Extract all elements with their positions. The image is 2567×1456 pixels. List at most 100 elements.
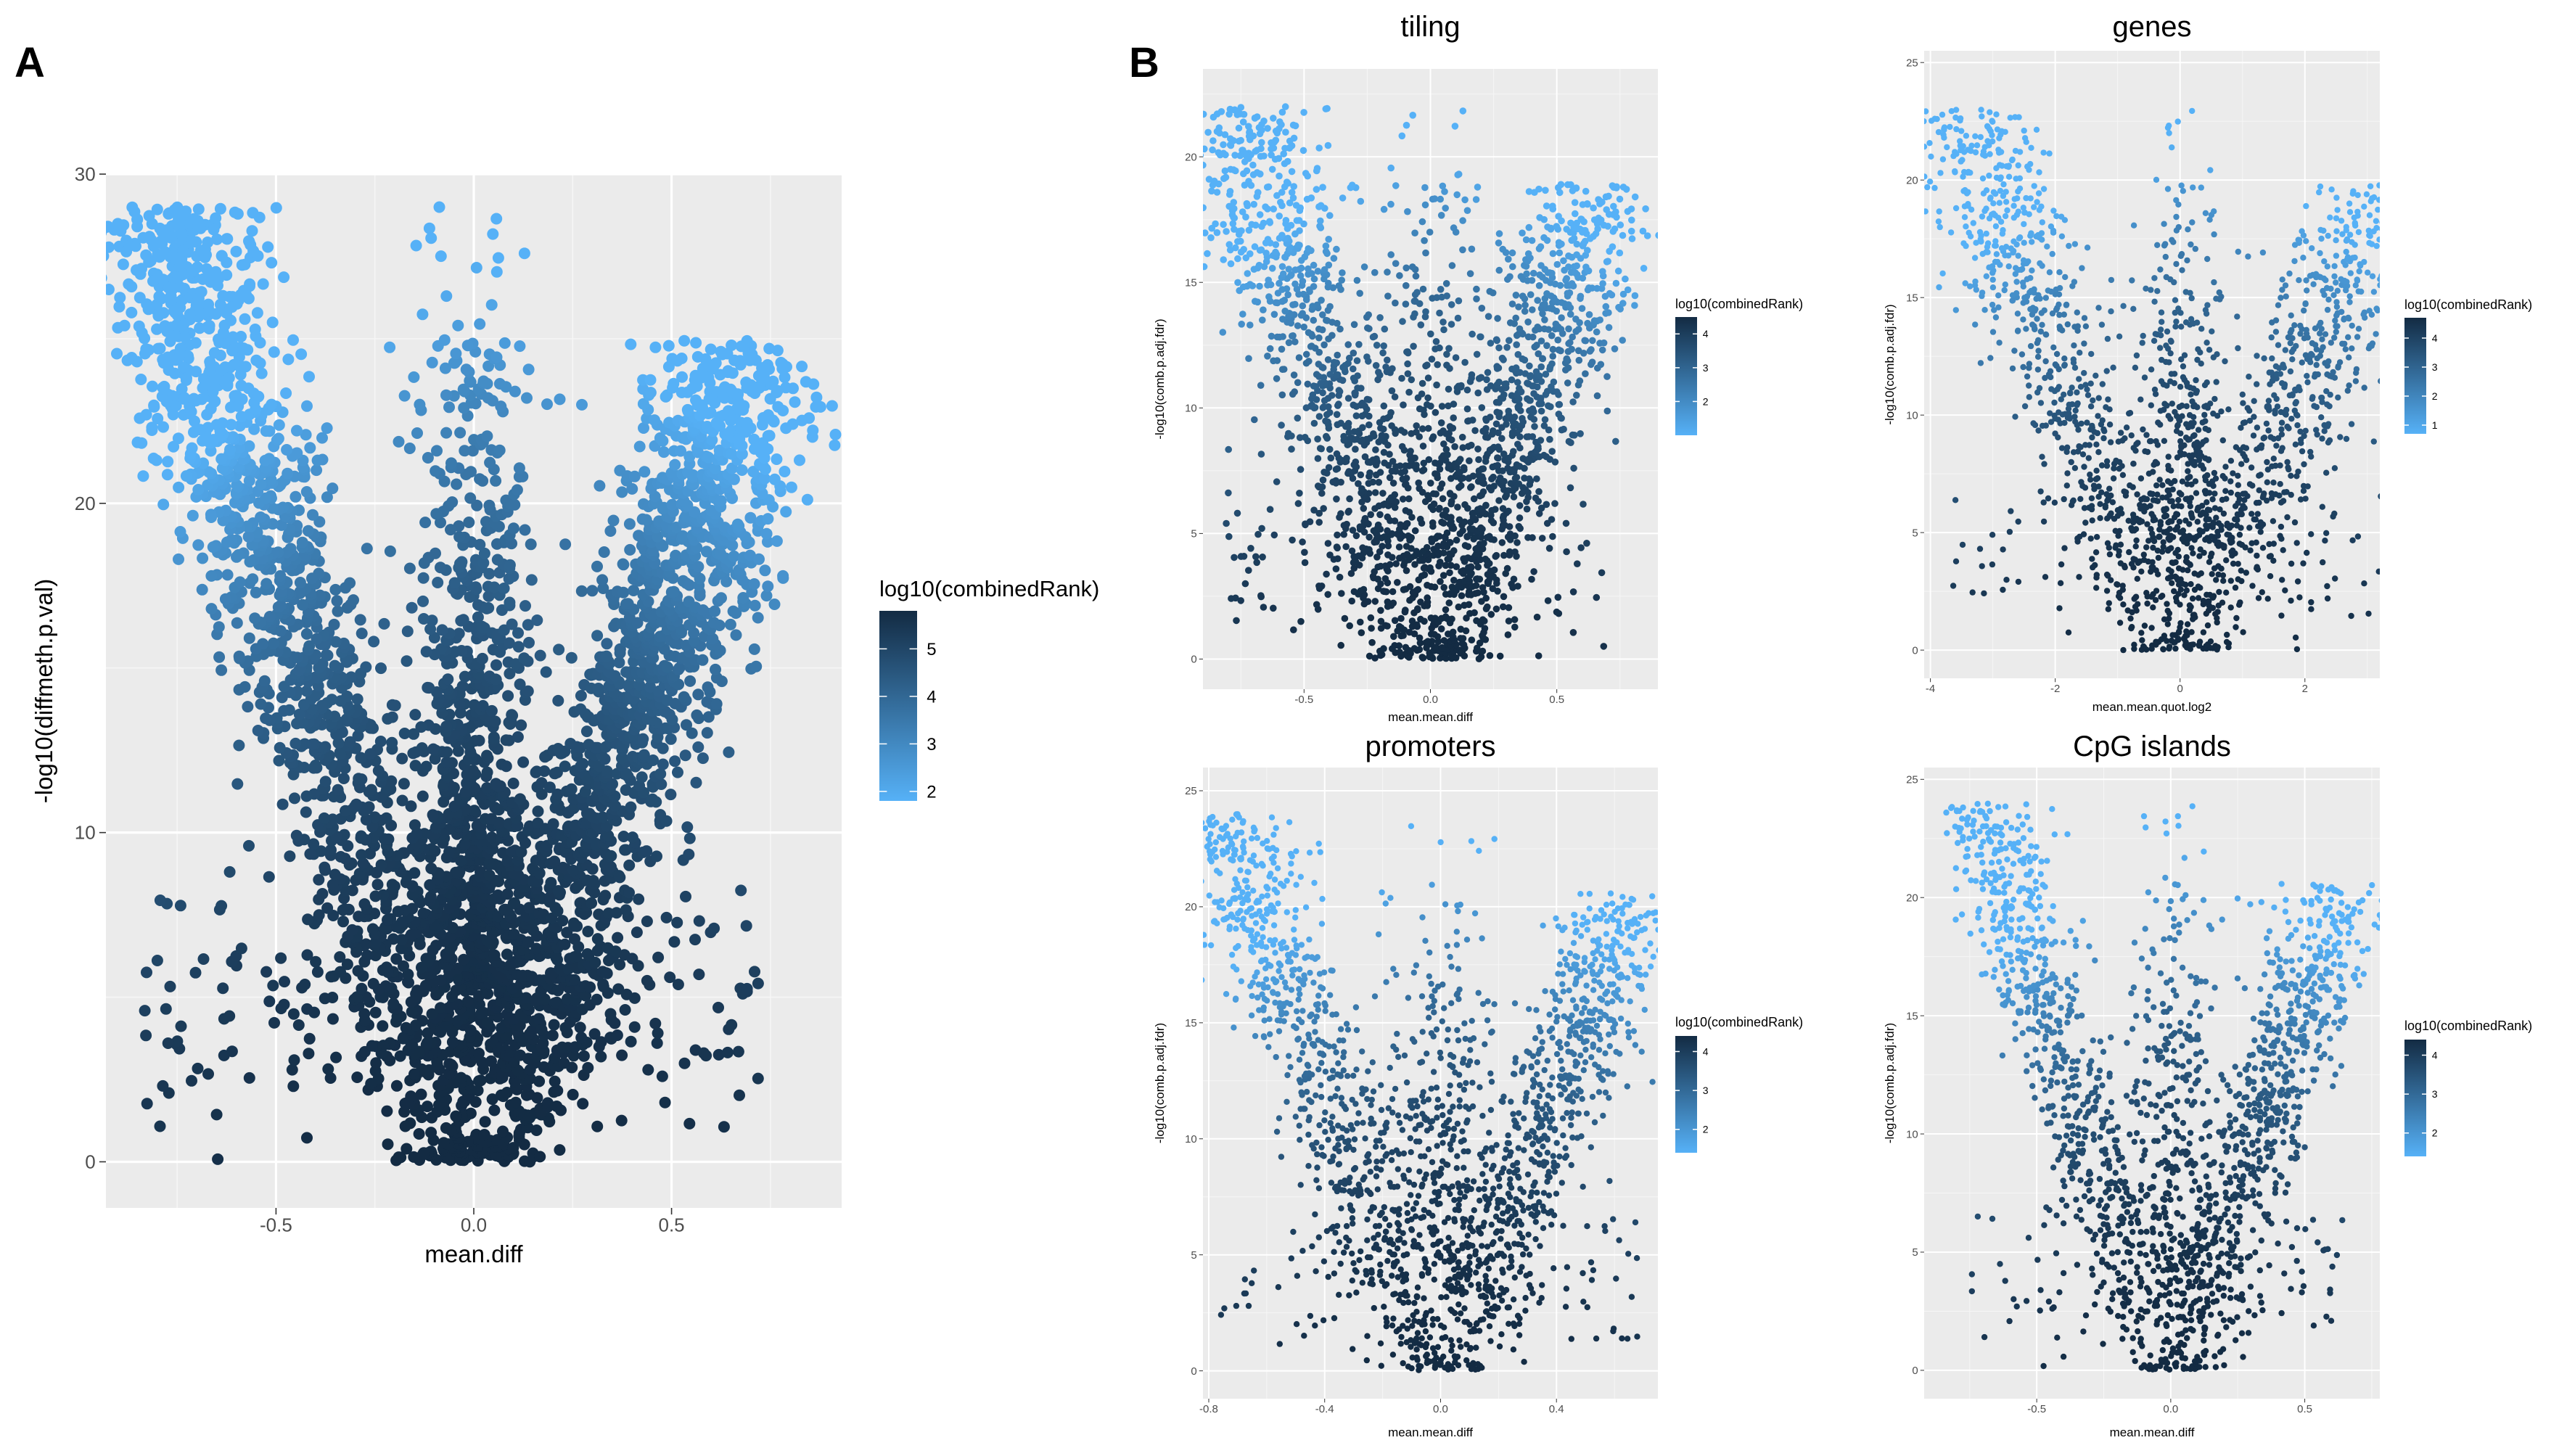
data-point — [493, 804, 505, 816]
data-point — [203, 305, 215, 317]
data-point — [475, 1074, 487, 1087]
y-tick-label: 10 — [75, 822, 96, 844]
data-point — [748, 643, 760, 655]
data-point — [163, 207, 176, 219]
data-point — [161, 325, 173, 337]
data-point — [746, 348, 758, 361]
data-point — [278, 704, 290, 717]
data-point — [1450, 577, 1458, 584]
data-point — [715, 592, 727, 604]
data-point — [396, 752, 408, 765]
data-point — [672, 979, 684, 990]
data-point — [1528, 575, 1535, 583]
data-point — [331, 595, 343, 607]
data-point — [113, 300, 126, 313]
data-point — [131, 264, 142, 276]
data-point — [255, 698, 267, 710]
data-point — [623, 678, 636, 690]
data-point — [1432, 643, 1440, 651]
colorbar-tick-label: 3 — [927, 735, 936, 754]
data-point — [246, 225, 258, 237]
data-point — [1414, 605, 1421, 612]
data-point — [1374, 563, 1381, 571]
data-point — [700, 546, 712, 558]
data-point — [329, 868, 341, 881]
data-point — [612, 983, 625, 995]
data-point — [196, 583, 208, 596]
data-point — [525, 538, 537, 551]
data-point — [518, 247, 530, 260]
data-point — [591, 630, 604, 642]
data-point — [174, 526, 186, 538]
data-point — [697, 654, 709, 666]
data-point — [192, 292, 205, 305]
data-point — [684, 675, 697, 687]
data-point — [146, 421, 158, 434]
data-point — [807, 424, 819, 437]
data-point — [702, 711, 715, 723]
data-point — [612, 931, 624, 944]
data-point — [289, 737, 302, 749]
data-point — [430, 465, 442, 477]
data-point — [1516, 514, 1524, 522]
data-point — [485, 1055, 497, 1067]
data-point — [667, 382, 679, 394]
data-point — [664, 483, 675, 495]
data-point — [260, 712, 272, 725]
data-point — [234, 576, 246, 588]
data-point — [416, 790, 429, 802]
data-point — [1503, 564, 1511, 572]
data-point — [552, 694, 564, 707]
data-point — [451, 478, 463, 490]
data-point — [1513, 539, 1521, 546]
data-point — [1505, 617, 1513, 625]
data-point — [79, 237, 91, 249]
data-point — [637, 398, 649, 410]
data-point — [767, 414, 779, 427]
data-point — [1333, 543, 1341, 551]
data-point — [1389, 480, 1397, 487]
data-point — [150, 454, 163, 466]
data-point — [145, 234, 157, 246]
data-point — [512, 627, 524, 639]
data-point — [217, 982, 229, 995]
data-point — [1337, 641, 1344, 649]
data-point — [1359, 544, 1366, 551]
data-point — [377, 1020, 389, 1032]
data-point — [460, 363, 472, 376]
data-point — [385, 775, 398, 787]
data-point — [152, 310, 165, 322]
data-point — [591, 933, 604, 945]
data-point — [235, 331, 247, 342]
data-point — [690, 776, 702, 789]
data-point — [628, 585, 640, 596]
data-point — [771, 453, 783, 465]
data-point — [367, 978, 379, 990]
data-point — [1474, 644, 1481, 652]
data-point — [1442, 562, 1450, 569]
data-point — [656, 1070, 668, 1082]
data-point — [497, 1125, 509, 1138]
data-point — [400, 1021, 412, 1034]
data-point — [518, 652, 530, 665]
data-point — [435, 517, 446, 529]
data-point — [89, 355, 101, 367]
data-point — [429, 753, 441, 765]
data-point — [403, 443, 416, 454]
data-point — [701, 727, 713, 739]
data-point — [523, 902, 535, 914]
data-point — [752, 977, 764, 990]
data-point — [172, 432, 184, 445]
data-point — [337, 773, 350, 784]
data-point — [759, 564, 771, 577]
data-point — [575, 703, 587, 715]
data-point — [239, 361, 252, 373]
data-point — [252, 725, 264, 736]
data-point — [203, 319, 215, 332]
data-point — [350, 798, 363, 810]
data-point — [398, 778, 410, 790]
data-point — [334, 851, 347, 863]
data-point — [1476, 575, 1484, 583]
data-point — [697, 362, 709, 374]
